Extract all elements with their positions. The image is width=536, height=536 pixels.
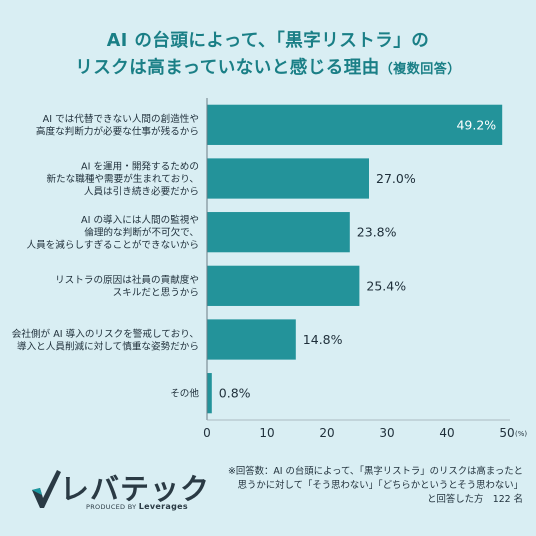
category-label-3-0: リストラの原因は社員の貢献度や bbox=[55, 274, 199, 286]
bar-1 bbox=[207, 158, 369, 199]
x-tick-label-4: 40 bbox=[439, 426, 454, 440]
data-label-1: 27.0% bbox=[376, 171, 416, 186]
data-label-0: 49.2% bbox=[456, 117, 496, 132]
bar-2 bbox=[207, 212, 350, 253]
logo-produced-by: PRODUCED BY Leverages bbox=[86, 502, 188, 511]
x-tick-label-3: 30 bbox=[379, 426, 394, 440]
footnote-line-1: ※回答数：AI の台頭によって、「黒字リストラ」のリスクは高まったと bbox=[228, 466, 523, 477]
x-tick-label-5: 50 bbox=[499, 426, 514, 440]
title-line-2-sub: （複数回答） bbox=[379, 62, 461, 77]
bar-3 bbox=[207, 265, 360, 306]
category-label-2-2: 人員を減らしすぎることができないから bbox=[27, 239, 200, 251]
logo-produced-by-text: PRODUCED BY bbox=[86, 503, 137, 511]
category-label-3-1: スキルだと思うから bbox=[113, 288, 199, 299]
category-label-4-1: 導入と人員削減に対して慎重な姿勢だから bbox=[17, 340, 199, 352]
footnote: ※回答数：AI の台頭によって、「黒字リストラ」のリスクは高まったと 思うかに対… bbox=[205, 465, 523, 507]
logo-brand: Leverages bbox=[138, 502, 188, 511]
x-tick-label-2: 20 bbox=[319, 426, 334, 440]
data-label-5: 0.8% bbox=[219, 386, 251, 401]
data-label-2: 23.8% bbox=[357, 225, 397, 240]
bar-0 bbox=[207, 104, 503, 145]
logo-name: レバテック bbox=[60, 472, 211, 506]
x-axis-unit: (%) bbox=[515, 430, 527, 438]
footnote-line-2: 思うかに対して「そう思わない」「どちらかというとそう思わない」 bbox=[237, 480, 523, 491]
category-label-2-0: AI の導入には人間の監視や bbox=[81, 214, 199, 226]
title-line-2-main: リスクは高まっていないと感じる理由 bbox=[75, 58, 380, 78]
levtech-logo: レバテック PRODUCED BY Leverages bbox=[30, 464, 209, 516]
category-label-1-0: AI を運用・開発するための bbox=[81, 161, 199, 173]
category-label-2-1: 倫理的な判断が不可欠で、 bbox=[84, 227, 199, 239]
data-label-3: 25.4% bbox=[366, 278, 406, 293]
category-label-4-0: 会社側が AI 導入のリスクを警戒しており、 bbox=[12, 328, 199, 340]
title-line-1: AI の台頭によって、「黒字リストラ」の bbox=[106, 31, 430, 51]
chart-title: AI の台頭によって、「黒字リストラ」の リスクは高まっていないと感じる理由（複… bbox=[0, 28, 536, 83]
footnote-line-3: と回答した方 122 名 bbox=[427, 494, 523, 505]
category-label-1-2: 人員は引き続き必要だから bbox=[84, 186, 199, 198]
levtech-check-icon bbox=[32, 470, 61, 508]
bar-chart: 49.2% AI では代替できない人間の創造性や高度な判断力が必要な仕事が残るから… bbox=[12, 98, 527, 440]
title-line-2: リスクは高まっていないと感じる理由（複数回答） bbox=[0, 55, 536, 83]
category-label-1-1: 新たな職種や需要が生まれており、 bbox=[46, 173, 199, 185]
category-label-0-0: AI では代替できない人間の創造性や bbox=[43, 113, 199, 125]
data-label-4: 14.8% bbox=[303, 332, 343, 347]
bar-4 bbox=[207, 319, 296, 360]
bar-5 bbox=[207, 373, 212, 414]
category-label-0-1: 高度な判断力が必要な仕事が残るから bbox=[36, 126, 199, 138]
x-tick-label-0: 0 bbox=[203, 426, 211, 440]
x-tick-label-1: 10 bbox=[259, 426, 274, 440]
category-label-5-0: その他 bbox=[170, 388, 199, 400]
